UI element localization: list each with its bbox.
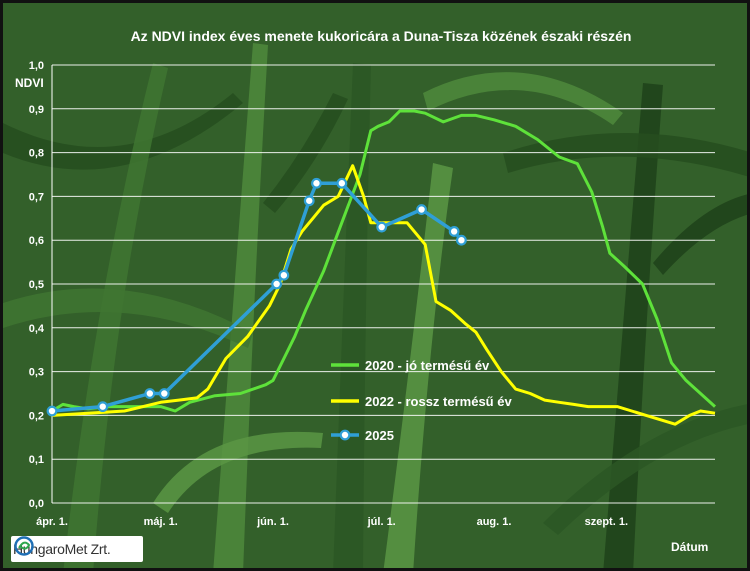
y-tick-label: 0,5 — [29, 279, 44, 291]
series-line-0 — [51, 109, 717, 413]
series-point — [158, 388, 170, 399]
hungaromet-logo: HungaroMet Zrt. — [11, 536, 143, 562]
series-point — [278, 269, 290, 281]
y-tick-label: 0,1 — [29, 454, 44, 466]
x-axis-label: Dátum — [671, 540, 708, 554]
series-point — [448, 226, 460, 237]
series-lines — [46, 109, 717, 426]
x-tick-label: jún. 1. — [256, 516, 289, 528]
chart-title: Az NDVI index éves menete kukoricára a D… — [131, 28, 632, 44]
legend: 2020 - jó termésű év 2022 - rossz termésű… — [331, 358, 512, 443]
y-tick-label: 0,7 — [29, 191, 44, 203]
x-tick-label: szept. 1. — [585, 516, 628, 528]
x-tick-label: aug. 1. — [477, 516, 512, 528]
y-tick-label: 0,3 — [29, 367, 44, 379]
x-tick-label: máj. 1. — [144, 516, 178, 528]
series-point — [271, 278, 283, 290]
y-tick-label: 0,4 — [29, 323, 45, 335]
x-tick-labels: ápr. 1. máj. 1. jún. 1. júl. 1. aug. 1. szept… — [36, 516, 628, 528]
y-tick-label: 0,0 — [29, 498, 44, 510]
y-tick-label: 0,8 — [29, 148, 44, 160]
x-tick-label: júl. 1. — [367, 516, 396, 528]
series-point — [144, 388, 156, 399]
y-tick-label: 0,2 — [29, 410, 44, 422]
gridlines — [51, 64, 715, 504]
series-point — [455, 234, 467, 246]
series-point — [97, 401, 109, 413]
y-tick-label: 1,0 — [29, 60, 44, 72]
logo-text: HungaroMet Zrt. — [13, 541, 111, 557]
legend-label: 2022 - rossz termésű év — [365, 394, 512, 409]
ndvi-line-chart: Az NDVI index éves menete kukoricára a D… — [15, 28, 717, 554]
y-tick-label: 0,9 — [29, 104, 44, 116]
series-line-2 — [51, 181, 463, 413]
series-point — [46, 405, 58, 417]
legend-label: 2025 — [365, 428, 394, 443]
y-axis-label: NDVI — [15, 76, 44, 90]
series-point — [303, 195, 315, 207]
legend-label: 2020 - jó termésű év — [365, 358, 490, 373]
series-point — [311, 177, 322, 189]
y-tick-labels: 0,0 0,1 0,2 0,3 0,4 0,5 0,6 0,7 0,8 0,9 1,0 — [29, 60, 45, 510]
y-tick-label: 0,6 — [29, 235, 44, 247]
series-point — [336, 177, 348, 189]
series-point — [416, 204, 427, 215]
series-point — [376, 221, 388, 233]
series-line-1 — [51, 164, 716, 426]
x-tick-label: ápr. 1. — [36, 516, 68, 528]
legend-marker — [339, 429, 351, 441]
logo-swirl-icon — [14, 536, 34, 556]
